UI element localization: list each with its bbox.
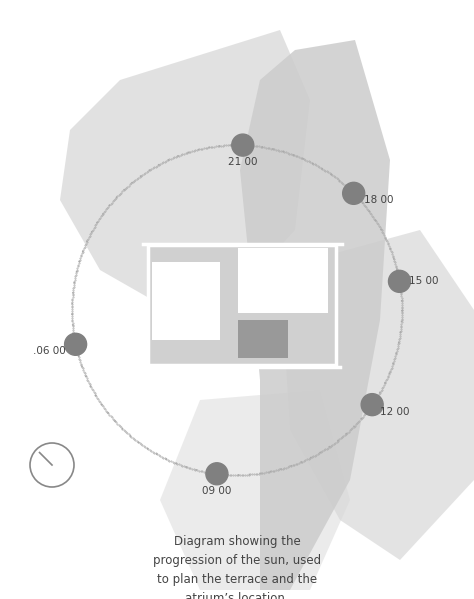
Text: 12 00: 12 00 (380, 407, 410, 417)
Text: 15 00: 15 00 (410, 276, 439, 286)
Polygon shape (160, 390, 350, 590)
Circle shape (361, 394, 383, 416)
Text: 18 00: 18 00 (364, 195, 393, 205)
Polygon shape (240, 40, 390, 590)
Circle shape (232, 134, 254, 156)
Text: .06 00: .06 00 (33, 346, 65, 356)
Circle shape (64, 333, 87, 355)
Polygon shape (285, 230, 474, 560)
Bar (238, 320, 288, 358)
Bar (238, 248, 328, 313)
Text: 09 00: 09 00 (202, 486, 232, 496)
Bar (148, 245, 336, 365)
Circle shape (343, 182, 365, 204)
Circle shape (206, 463, 228, 485)
Text: 21 00: 21 00 (228, 157, 257, 167)
Circle shape (389, 270, 410, 292)
Text: Diagram showing the
progression of the sun, used
to plan the terrace and the
atr: Diagram showing the progression of the s… (153, 535, 321, 599)
Bar (152, 262, 220, 340)
Polygon shape (60, 30, 310, 310)
